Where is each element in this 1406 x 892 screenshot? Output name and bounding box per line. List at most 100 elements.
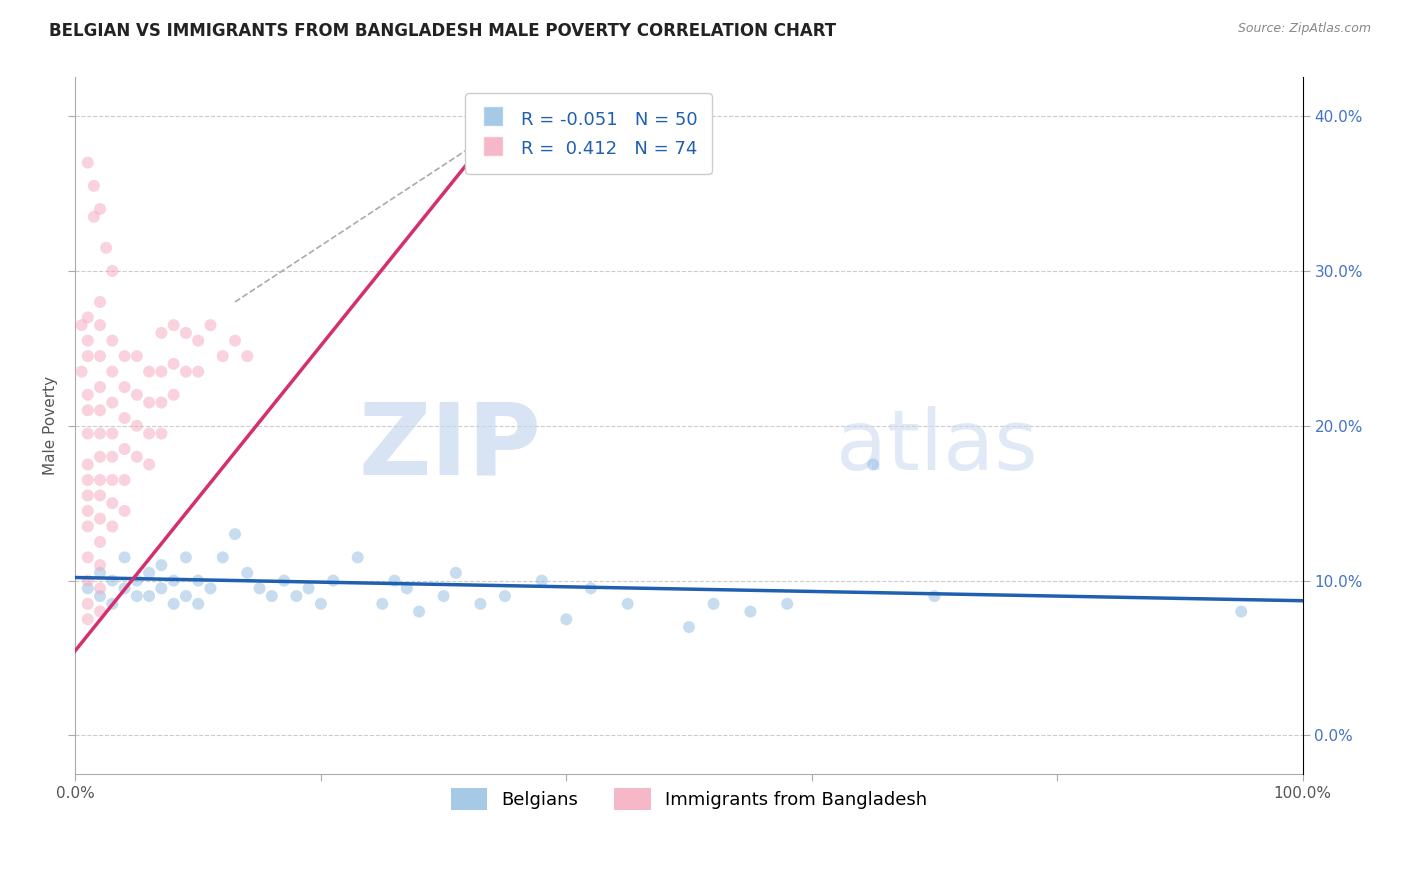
Point [70,365,93,379]
Point [163,597,186,611]
Point [408,605,430,619]
Point [76,426,98,441]
Point [101,496,124,510]
Point [70,318,93,333]
Point [76,519,98,533]
Point [76,488,98,502]
Point [89,605,111,619]
Point [89,558,111,573]
Point [101,574,124,588]
Point [150,365,173,379]
Point [125,589,148,603]
Point [89,473,111,487]
Point [150,426,173,441]
Text: Source: ZipAtlas.com: Source: ZipAtlas.com [1237,22,1371,36]
Point [470,597,492,611]
Text: ZIP: ZIP [359,398,541,495]
Point [101,450,124,464]
Point [76,458,98,472]
Point [776,597,799,611]
Point [101,334,124,348]
Point [138,589,160,603]
Point [138,426,160,441]
Point [395,582,418,596]
Point [114,582,136,596]
Point [187,365,209,379]
Point [83,178,105,193]
Point [101,365,124,379]
Point [703,597,725,611]
Point [138,365,160,379]
Point [101,473,124,487]
Point [114,380,136,394]
Point [89,566,111,580]
Point [150,395,173,409]
Text: atlas: atlas [837,406,1038,487]
Point [114,473,136,487]
Point [163,357,186,371]
Point [89,294,111,309]
Point [530,574,553,588]
Point [138,395,160,409]
Point [322,574,344,588]
Legend: Belgians, Immigrants from Bangladesh: Belgians, Immigrants from Bangladesh [436,773,942,824]
Point [174,550,197,565]
Point [114,442,136,456]
Point [433,589,456,603]
Point [125,418,148,433]
Point [76,403,98,417]
Point [187,334,209,348]
Point [76,473,98,487]
Point [76,597,98,611]
Point [678,620,700,634]
Point [200,318,222,333]
Point [616,597,638,611]
Point [224,334,246,348]
Point [371,597,394,611]
Point [150,326,173,340]
Point [285,589,308,603]
Point [83,210,105,224]
Point [89,511,111,525]
Point [273,574,295,588]
Point [76,349,98,363]
Point [89,426,111,441]
Point [89,589,111,603]
Point [260,589,283,603]
Point [444,566,467,580]
Point [101,426,124,441]
Point [138,566,160,580]
Point [138,458,160,472]
Point [76,155,98,169]
Point [89,202,111,216]
Point [89,582,111,596]
Point [163,574,186,588]
Point [174,326,197,340]
Point [114,550,136,565]
Point [555,612,578,626]
Point [125,574,148,588]
Text: BELGIAN VS IMMIGRANTS FROM BANGLADESH MALE POVERTY CORRELATION CHART: BELGIAN VS IMMIGRANTS FROM BANGLADESH MA… [49,22,837,40]
Point [76,334,98,348]
Point [236,349,259,363]
Point [150,558,173,573]
Point [89,535,111,549]
Point [125,450,148,464]
Point [76,550,98,565]
Point [114,411,136,425]
Point [89,318,111,333]
Point [200,582,222,596]
Point [249,582,271,596]
Point [76,574,98,588]
Point [174,589,197,603]
Point [76,504,98,518]
Point [89,403,111,417]
Point [76,310,98,325]
Point [163,318,186,333]
Point [76,388,98,402]
Point [187,574,209,588]
Point [211,550,233,565]
Point [346,550,368,565]
Point [309,597,332,611]
Point [924,589,946,603]
